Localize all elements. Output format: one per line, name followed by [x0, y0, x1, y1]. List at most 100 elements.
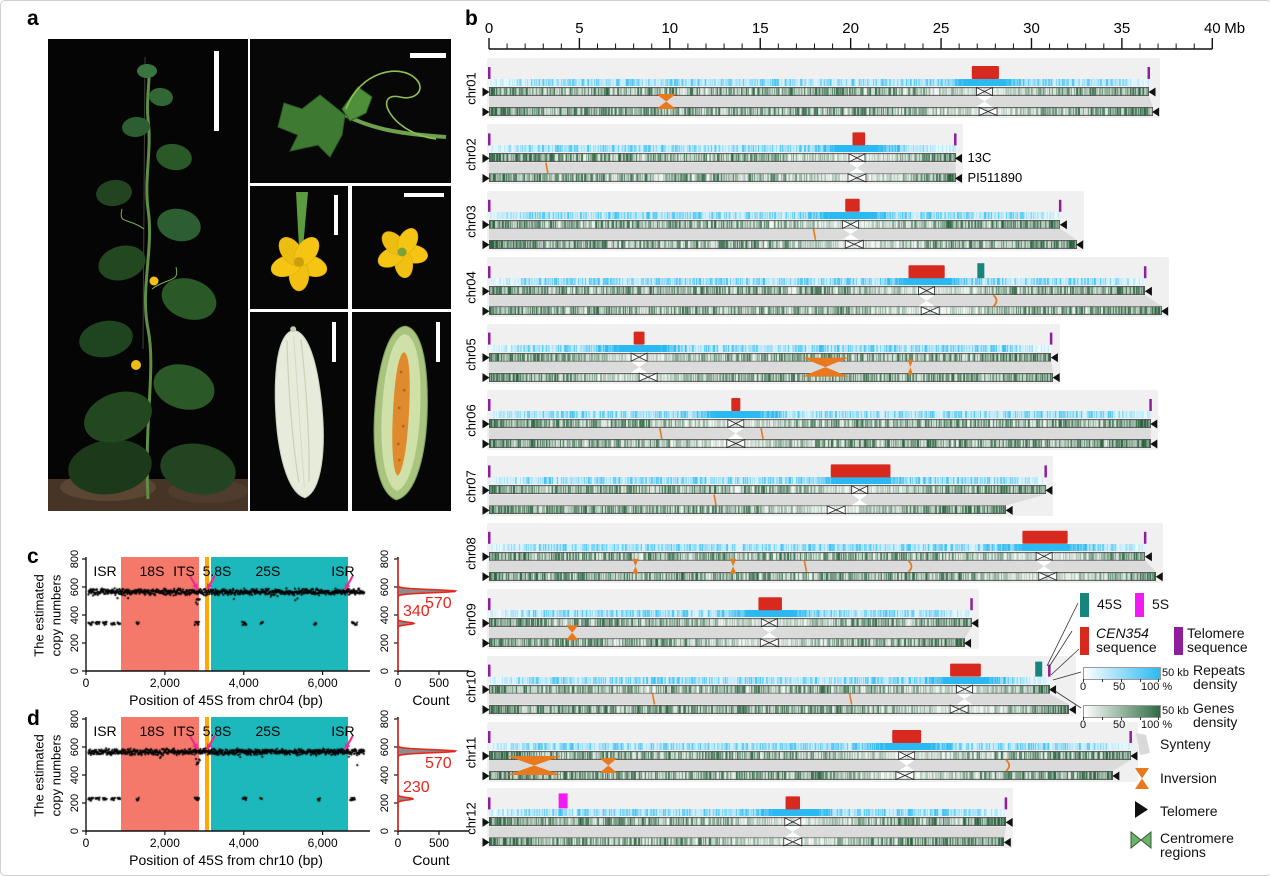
flower-1-illustration: [250, 186, 348, 309]
x-tick-label: 2,000: [149, 836, 180, 850]
repeats-density-track: [489, 809, 1006, 817]
genes-density-track-pi511890: [489, 771, 1113, 780]
y-tick-label: 600: [69, 737, 81, 757]
telomere-seq-swatch: [1174, 627, 1183, 655]
ruler-tick-label: 25: [932, 20, 950, 37]
hist-y-tick-label: 200: [379, 633, 391, 653]
5s-swatch: [1135, 593, 1144, 617]
repeats-tick-0: 0: [1080, 681, 1087, 693]
legend-genes-label2: density: [1193, 714, 1238, 730]
legend-cen354-label: CEN354: [1096, 625, 1149, 641]
repeats-density-track: [489, 211, 1060, 219]
region-label-isr: ISR: [93, 563, 117, 579]
region-label-isr: ISR: [93, 723, 117, 739]
genome-label-13c: 13C: [967, 150, 992, 166]
region-label-5.8s: 5.8S: [202, 563, 232, 579]
flower-2-illustration: [352, 186, 451, 309]
hist-x-axis-title: Count: [412, 852, 450, 868]
hist-y-tick-label: 600: [379, 737, 391, 757]
x-tick-label: 4,000: [228, 676, 259, 690]
genes-density-track-pi511890: [489, 173, 956, 183]
y-axis-title2: copy numbers: [48, 574, 64, 657]
ruler-tick-label: 5: [575, 20, 584, 37]
photo-shoot-tendril: [250, 39, 451, 183]
hist-y-tick-label: 400: [379, 605, 391, 625]
x-tick-label: 0: [82, 676, 90, 690]
photo-fruit-section: [352, 312, 451, 511]
genes-density-track-13c: [489, 153, 956, 163]
region-label-its: ITS: [173, 723, 195, 739]
peak-label-low: 340: [403, 603, 430, 621]
x-tick-label: 6,000: [307, 676, 338, 690]
peak-label-high: 570: [425, 755, 452, 773]
genes-density-track-13c: [489, 817, 1006, 827]
y-tick-label: 400: [69, 765, 81, 785]
repeats-density-track: [489, 477, 1046, 485]
ruler-tick-label: 15: [751, 20, 769, 37]
genes-50kb-label: 50 kb: [1162, 705, 1189, 717]
ruler-tick-label: 20: [842, 20, 859, 37]
genes-density-track-13c: [489, 485, 1046, 495]
hist-x-tick-label: 500: [428, 836, 450, 850]
genes-density-track-pi511890: [489, 571, 1156, 581]
ruler-tick-label: 40: [1203, 20, 1221, 37]
genes-tick-100: 100 %: [1141, 719, 1173, 731]
repeats-density-track: [489, 411, 1151, 418]
chromosome-label: chr01: [463, 72, 479, 105]
hist-x-tick-label: 500: [428, 676, 450, 690]
panel-a-label: a: [27, 7, 39, 30]
legend-5s-label: 5S: [1152, 596, 1170, 612]
photo-fruit-whole: [250, 312, 348, 511]
photo-flower-1: [250, 186, 348, 309]
repeats-density-track: [489, 543, 1145, 551]
chromosome-label: chr10: [463, 669, 479, 703]
fruit-section-illustration: [352, 312, 451, 511]
legend-telomere-label: Telomere: [1160, 803, 1218, 819]
scatter-canvas: [86, 719, 376, 835]
y-tick-label: 200: [69, 633, 81, 653]
hist-x-tick-label: 0: [394, 676, 402, 690]
region-label-its: ITS: [173, 563, 195, 579]
peak-label-high: 570: [425, 595, 452, 613]
region-label-25s: 25S: [255, 563, 281, 579]
legend-genes-label: Genes: [1193, 700, 1235, 716]
chromosome-label: chr11: [463, 736, 479, 769]
ruler-tick-label: 0: [484, 20, 494, 37]
legend-cen354-label2: sequence: [1096, 639, 1157, 655]
repeats-density-track: [489, 676, 1050, 684]
genes-density-scale: [1083, 705, 1161, 718]
chromosome-label: chr09: [463, 603, 479, 636]
chromosome-label: chr12: [463, 802, 479, 836]
repeats-tick-50: 50: [1113, 681, 1126, 693]
y-tick-label: 600: [69, 577, 81, 597]
ruler-tick-label: 35: [1113, 20, 1131, 37]
chromosome-label: chr03: [463, 205, 479, 238]
genes-tick-0: 0: [1080, 719, 1087, 731]
hist-y-tick-label: 800: [379, 709, 391, 729]
genes-density-track-pi511890: [489, 439, 1151, 448]
genome-label-pi511890: PI511890: [967, 170, 1023, 186]
chromosome-label: chr06: [463, 404, 479, 437]
shoot-tendril-illustration: [250, 39, 451, 183]
fruit-whole-illustration: [250, 312, 348, 511]
x-axis-title: Position of 45S from chr10 (bp): [129, 852, 323, 868]
scatter-canvas: [86, 559, 376, 675]
region-label-25s: 25S: [255, 723, 281, 739]
genes-density-track-pi511890: [489, 372, 1053, 382]
y-tick-label: 800: [69, 709, 81, 729]
panel-c-label: c: [27, 545, 39, 568]
genes-density-track-13c: [489, 551, 1145, 561]
scale-bar: [404, 193, 444, 197]
genes-density-track-pi511890: [489, 837, 1004, 847]
x-tick-label: 4,000: [228, 836, 259, 850]
centromere-icon: [1130, 831, 1152, 849]
legend-45s-label: 45S: [1097, 596, 1122, 612]
genes-density-track-13c: [489, 751, 1131, 760]
chromosome-label: chr05: [463, 337, 479, 371]
panel-d-label: d: [27, 707, 40, 730]
repeats-density-track: [489, 610, 972, 618]
inversion-icon: [1135, 768, 1149, 789]
chromosome-label: chr04: [463, 271, 479, 304]
repeats-density-track: [489, 278, 1145, 286]
scale-bar: [332, 322, 336, 362]
